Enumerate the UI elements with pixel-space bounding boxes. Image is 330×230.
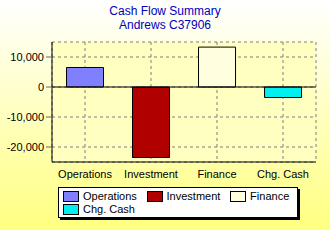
html-text:Finance: Finance [250,190,290,202]
html-text:Cash Flow Summary: Cash Flow Summary [109,4,221,18]
svg-text:0: 0 [38,81,44,93]
svg-text:Chg. Cash: Chg. Cash [257,168,309,180]
svg-text:Operations: Operations [58,168,112,180]
html-text:Operations: Operations [83,190,137,202]
svg-text:-20,000: -20,000 [8,141,44,153]
html-text:Investment: Investment [166,190,221,202]
svg-text:Finance: Finance [197,168,236,180]
html-text:Andrews C37906: Andrews C37906 [119,18,211,32]
svg-text:-10,000: -10,000 [8,111,44,123]
svg-text:Investment: Investment [124,168,178,180]
svg-text:10,000: 10,000 [10,51,44,63]
html-text:Chg. Cash: Chg. Cash [83,203,135,215]
